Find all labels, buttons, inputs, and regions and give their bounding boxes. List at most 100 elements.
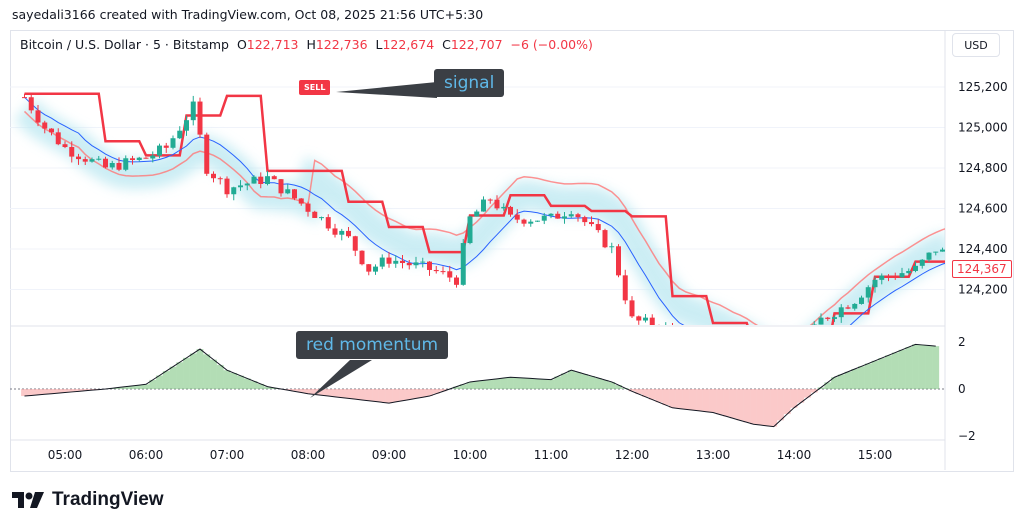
- momentum-bar: [770, 389, 778, 427]
- candle-body: [433, 269, 439, 272]
- momentum-callout: red momentum: [296, 331, 449, 359]
- momentum-bar: [270, 387, 278, 389]
- momentum-bar: [534, 378, 541, 389]
- upper-band-line: [23, 110, 945, 325]
- candle-body: [184, 120, 189, 131]
- candle-body: [622, 275, 628, 301]
- candle-body: [785, 356, 790, 368]
- momentum-bar: [21, 389, 28, 397]
- momentum-bar: [216, 364, 224, 389]
- momentum-bar: [61, 389, 69, 393]
- momentum-bar: [338, 389, 346, 398]
- momentum-bar: [723, 389, 730, 417]
- momentum-bar: [264, 386, 271, 389]
- momentum-bar: [547, 379, 555, 389]
- candle-body: [690, 334, 695, 336]
- momentum-bar: [844, 371, 852, 389]
- momentum-bar: [48, 389, 55, 394]
- momentum-bar: [122, 386, 130, 389]
- candle-body: [177, 130, 183, 139]
- momentum-bar: [743, 389, 751, 423]
- candle-body: [339, 230, 345, 235]
- candle-body: [190, 101, 196, 121]
- momentum-bar: [345, 389, 352, 399]
- momentum-bar: [898, 349, 906, 389]
- momentum-bar: [189, 353, 197, 389]
- candle-body: [595, 224, 601, 231]
- candle-body: [818, 317, 824, 325]
- time-tick-label: 11:00: [534, 448, 569, 462]
- candle-body: [82, 159, 88, 162]
- momentum-bar: [135, 385, 143, 389]
- momentum-pane: [10, 343, 945, 428]
- momentum-bar: [88, 389, 96, 391]
- candle-body: [940, 249, 945, 252]
- momentum-bar: [507, 377, 514, 389]
- candle-body: [738, 363, 743, 364]
- candle-body: [312, 211, 318, 218]
- momentum-bar: [331, 389, 339, 397]
- momentum-line: [24, 343, 936, 428]
- momentum-tick-label: 2: [958, 335, 966, 349]
- momentum-bar: [675, 389, 683, 409]
- momentum-bar: [662, 389, 670, 406]
- momentum-bar: [878, 358, 886, 389]
- momentum-bar: [412, 389, 420, 399]
- candle-body: [501, 206, 507, 209]
- candle-body: [244, 183, 250, 186]
- momentum-bar: [115, 387, 123, 389]
- candle-body: [22, 97, 27, 99]
- candle-body: [616, 246, 621, 276]
- candle-body: [217, 178, 223, 180]
- close-label: C: [442, 37, 451, 52]
- momentum-bar: [554, 376, 562, 389]
- momentum-bar: [439, 389, 447, 392]
- symbol-name[interactable]: Bitcoin / U.S. Dollar · 5 · Bitstamp: [20, 37, 229, 52]
- candle-body: [643, 317, 648, 321]
- candle-body: [711, 350, 716, 352]
- candle-body: [514, 214, 520, 220]
- candle-body: [765, 372, 770, 375]
- momentum-bar: [594, 378, 602, 389]
- trailing-stop-line: [24, 92, 945, 325]
- momentum-bar: [912, 344, 919, 389]
- momentum-bar: [864, 363, 872, 389]
- momentum-bar: [385, 389, 393, 404]
- candle-body: [684, 334, 689, 338]
- candle-body: [332, 228, 338, 235]
- moving-average-line: [24, 96, 945, 325]
- candle-body: [319, 217, 324, 219]
- momentum-bar: [655, 389, 663, 403]
- candle-body: [251, 176, 257, 184]
- high-value: 122,736: [315, 37, 368, 52]
- candle-body: [265, 176, 270, 185]
- close-value: 122,707: [450, 37, 503, 52]
- momentum-bar: [709, 389, 717, 413]
- price-tick-label: 124,600: [958, 202, 1008, 216]
- candle-body: [224, 178, 230, 195]
- momentum-bar: [763, 389, 771, 426]
- candle-body: [359, 250, 365, 265]
- candle-body: [811, 324, 817, 325]
- momentum-bar: [810, 389, 818, 393]
- candle-body: [724, 352, 729, 357]
- candle-body: [481, 199, 486, 212]
- candle-body: [116, 162, 122, 170]
- momentum-bar: [257, 383, 265, 389]
- tradingview-logo[interactable]: TradingView: [12, 489, 164, 511]
- candle-body: [589, 222, 594, 225]
- high-label: H: [306, 37, 316, 52]
- candle-body: [865, 287, 871, 298]
- candle-body: [366, 264, 372, 272]
- currency-button[interactable]: USD: [952, 33, 1000, 57]
- momentum-bar: [432, 389, 440, 394]
- candle-body: [346, 230, 351, 237]
- candle-body: [838, 307, 844, 318]
- candle-body: [258, 176, 264, 185]
- momentum-bar: [797, 389, 805, 403]
- momentum-bar: [196, 349, 204, 389]
- momentum-bar: [81, 389, 89, 391]
- candle-body: [575, 214, 581, 218]
- price-tick-label: 124,800: [958, 161, 1008, 175]
